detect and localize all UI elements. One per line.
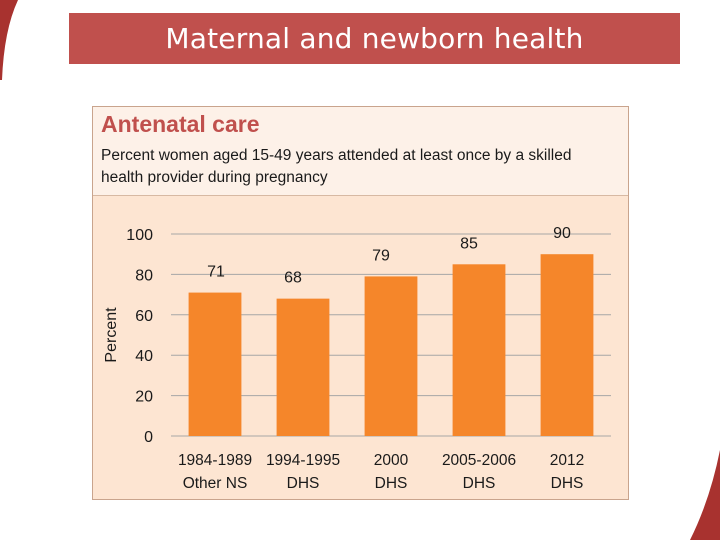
y-tick-label: 40 [135,348,153,365]
slide-corner-decoration [690,450,720,540]
y-axis-label: Percent [103,307,120,363]
x-tick-label: DHS [463,475,496,492]
bar [452,264,506,436]
x-tick-label: 2000 [374,452,409,469]
x-tick-label: DHS [551,475,584,492]
data-label: 85 [460,235,478,252]
data-label: 79 [372,247,390,264]
y-tick-label: 80 [135,267,153,284]
bar [276,298,330,436]
data-label: 90 [553,225,571,242]
x-tick-label: 2005-2006 [442,452,516,469]
data-label: 68 [284,270,302,287]
slide-corner-decoration [0,0,18,80]
chart-subtitle: Percent women aged 15-49 years attended … [101,147,572,186]
y-tick-label: 20 [135,389,153,406]
y-tick-label: 0 [144,429,153,446]
x-tick-label: DHS [375,475,408,492]
chart-panel: Antenatal care Percent women aged 15-49 … [92,106,629,500]
x-tick-label: 1994-1995 [266,452,340,469]
slide-title: Maternal and newborn health [165,22,584,55]
x-tick-label: DHS [287,475,320,492]
x-tick-label: 2012 [550,452,584,469]
y-tick-label: 60 [135,308,153,325]
x-tick-label: Other NS [183,475,248,492]
bar [364,276,418,436]
data-label: 71 [207,264,225,281]
chart-title: Antenatal care [101,111,260,137]
x-tick-label: 1984-1989 [178,452,252,469]
bar [540,254,594,436]
slide-title-banner: Maternal and newborn health [69,13,680,64]
bar [188,292,242,436]
y-tick-label: 100 [126,227,153,244]
bar-chart: 0 20 40 60 80 100 Percent 71 1984-1989 Other NS 68… [103,225,611,492]
chart-panel-header: Antenatal care Percent women aged 15-49 … [93,107,628,196]
